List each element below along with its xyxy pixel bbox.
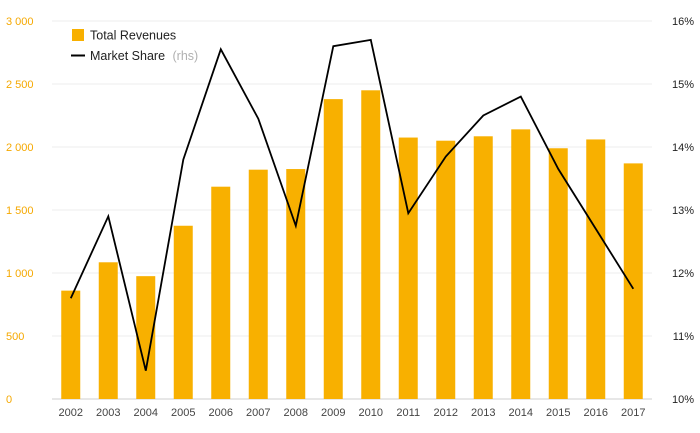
x-axis-ticks: 2002 2003 2004 2005 2006 2007 2008 2009 2010 2011…: [59, 407, 646, 419]
revenue-bars: [61, 90, 643, 400]
x-tick-label: 2004: [134, 407, 158, 419]
x-tick-label: 2011: [396, 407, 420, 419]
bar: [323, 99, 343, 400]
bar: [98, 262, 118, 399]
bar: [61, 290, 81, 399]
x-tick-label: 2015: [546, 407, 570, 419]
x-tick-label: 2006: [209, 407, 233, 419]
left-tick-label: 1 500: [6, 205, 34, 217]
right-tick-label: 14%: [672, 142, 694, 154]
x-tick-label: 2005: [171, 407, 195, 419]
x-tick-label: 2009: [321, 407, 345, 419]
right-axis-ticks: 10% 11% 12% 13% 14% 15% 16%: [672, 16, 694, 406]
legend-label-total-revenues: Total Revenues: [90, 29, 176, 43]
right-tick-label: 16%: [672, 16, 694, 28]
left-tick-label: 1 000: [6, 268, 34, 280]
bar: [173, 225, 193, 399]
legend-marker-total-revenues: [72, 29, 84, 41]
legend-label-market-share-text: Market Share: [90, 49, 165, 63]
x-tick-label: 2012: [434, 407, 458, 419]
bar: [248, 169, 268, 399]
bar: [623, 163, 643, 399]
bar: [473, 136, 493, 400]
legend-label-market-share: Market Share (rhs): [90, 49, 198, 63]
x-tick-label: 2014: [509, 407, 533, 419]
x-tick-label: 2010: [359, 407, 383, 419]
bar: [136, 276, 156, 399]
bar: [398, 137, 418, 400]
left-tick-label: 3 000: [6, 16, 34, 28]
right-tick-label: 15%: [672, 79, 694, 91]
left-tick-label: 0: [6, 394, 12, 406]
bar: [211, 186, 231, 399]
legend: Total Revenues Market Share (rhs): [71, 29, 198, 63]
bar: [548, 148, 568, 399]
right-tick-label: 11%: [673, 331, 694, 343]
bar: [436, 140, 456, 399]
bar: [511, 129, 531, 400]
x-tick-label: 2013: [471, 407, 495, 419]
left-tick-label: 500: [6, 331, 24, 343]
left-axis-ticks: 0 500 1 000 1 500 2 000 2 500 3 000: [6, 16, 34, 406]
x-tick-label: 2007: [246, 407, 270, 419]
bar: [586, 139, 606, 399]
bar: [286, 169, 306, 399]
right-tick-label: 12%: [672, 268, 694, 280]
legend-label-market-share-suffix: (rhs): [173, 49, 199, 63]
market-share-line: [69, 38, 635, 371]
right-tick-label: 10%: [672, 394, 694, 406]
market-share-line-group: [69, 38, 635, 371]
bar: [361, 90, 381, 400]
x-tick-label: 2017: [621, 407, 645, 419]
x-tick-label: 2003: [96, 407, 120, 419]
left-tick-label: 2 500: [6, 79, 34, 91]
x-tick-label: 2008: [284, 407, 308, 419]
x-tick-label: 2016: [584, 407, 608, 419]
left-tick-label: 2 000: [6, 142, 34, 154]
x-tick-label: 2002: [59, 407, 83, 419]
right-tick-label: 13%: [672, 205, 694, 217]
